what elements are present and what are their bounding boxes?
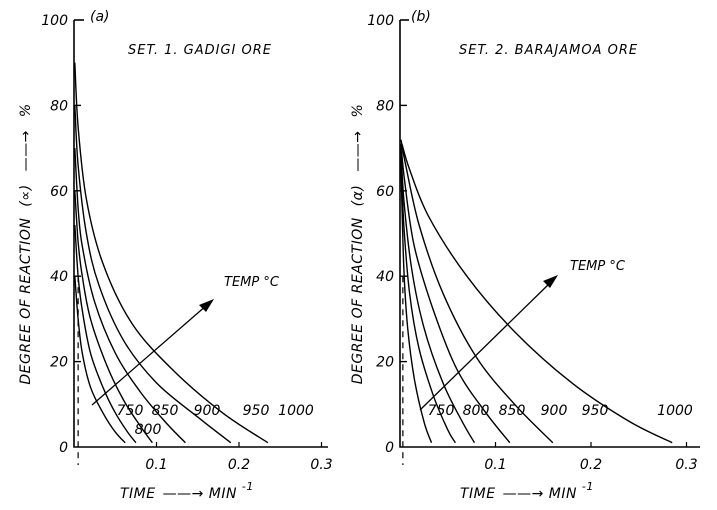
svg-text:TIME ——→ MIN: TIME ——→ MIN -1 — [120, 480, 254, 502]
panel-a: 0 20 40 60 80 100 0.1 0.2 0.3 750 800 850 900 950 10… — [41, 9, 332, 473]
y-tick-label: 20 — [376, 355, 394, 371]
series-label-900: 900 — [194, 403, 221, 419]
y-axis-symbol-b: (α) — [350, 185, 366, 207]
y-axis-unit-b: % — [350, 104, 366, 118]
y-tick-label: 60 — [50, 184, 68, 200]
x-tick-label: 0.2 — [228, 457, 250, 473]
y-axis-unit-a: % — [18, 103, 34, 117]
x-axis-unit-exponent-b: -1 — [582, 480, 594, 493]
curve-950 — [400, 139, 554, 444]
x-tick-label: 0.1 — [484, 457, 506, 473]
series-label-800: 800 — [135, 422, 162, 438]
panel-a-y-ticks: 0 20 40 60 80 100 — [41, 13, 81, 456]
curve-900 — [74, 148, 186, 444]
curve-800 — [74, 224, 137, 444]
curve-1000 — [74, 62, 269, 444]
y-tick-label: 40 — [376, 269, 394, 285]
series-label-850: 850 — [152, 403, 179, 419]
y-tick-label: 100 — [367, 13, 394, 29]
panel-a-temp-arrowhead — [199, 299, 214, 312]
svg-text:TIME ——→ MIN: TIME ——→ MIN -1 — [460, 480, 594, 502]
y-tick-label: 0 — [385, 440, 394, 456]
curve-800 — [400, 156, 456, 444]
y-axis-label-a: DEGREE OF REACTION — [18, 218, 34, 385]
panel-a-curves — [74, 62, 269, 444]
panel-b-label: (b) — [411, 9, 431, 25]
panel-b-temp-label: TEMP °C — [570, 259, 626, 274]
panel-b-axes — [399, 20, 700, 448]
x-tick-label: 0.3 — [675, 457, 697, 473]
y-tick-label: 80 — [50, 98, 68, 114]
curve-950 — [74, 105, 232, 444]
panel-a-label: (a) — [90, 9, 110, 25]
panel-b-title: SET. 2. BARAJAMOA ORE — [459, 43, 638, 58]
panel-a-axes — [73, 20, 328, 448]
y-tick-label: 100 — [41, 13, 68, 29]
series-label-950: 950 — [243, 403, 270, 419]
panel-a-x-ticks: 0.1 0.2 0.3 — [145, 442, 333, 473]
y-axis-label-b: DEGREE OF REACTION — [350, 217, 366, 384]
panel-b-x-ticks: 0.1 0.2 0.3 — [484, 442, 698, 473]
series-label-750: 750 — [117, 403, 144, 419]
panel-b-temp-arrow — [419, 281, 552, 411]
x-tick-label: 0.1 — [145, 457, 167, 473]
y-tick-label: 0 — [59, 440, 68, 456]
panel-b-x-axis-title: TIME ——→ MIN -1 — [460, 480, 594, 502]
svg-text:DEGREE OF REACTION (α): DEGREE OF REACTION (α) ——→ % — [350, 104, 366, 385]
x-axis-unit-a: MIN — [209, 486, 237, 502]
panel-a-title: SET. 1. GADIGI ORE — [128, 43, 272, 58]
curve-850 — [74, 190, 153, 444]
svg-text:DEGREE OF REACTION (∝): DEGREE OF REACTION (∝) ——→ % — [18, 103, 34, 384]
panel-b-curves — [400, 139, 673, 444]
panel-a-y-axis-title: DEGREE OF REACTION (∝) ——→ % — [18, 103, 34, 384]
panel-b: 0 20 40 60 80 100 0.1 0.2 0.3 750 800 850 900 950 10… — [367, 9, 700, 473]
series-label-1000: 1000 — [278, 403, 314, 419]
x-axis-unit-b: MIN — [549, 486, 577, 502]
panel-b-y-ticks: 0 20 40 60 80 100 — [367, 13, 407, 456]
panel-a-temp-arrow — [91, 304, 208, 406]
series-label-900: 900 — [541, 403, 568, 419]
series-label-750: 750 — [428, 403, 455, 419]
curve-750 — [74, 276, 126, 444]
x-axis-label-a: TIME — [120, 486, 156, 502]
y-axis-symbol-a: (∝) — [18, 184, 34, 206]
panel-a-x-axis-title: TIME ——→ MIN -1 — [120, 480, 254, 502]
x-axis-label-b: TIME — [460, 486, 496, 502]
y-tick-label: 60 — [376, 184, 394, 200]
series-label-950: 950 — [582, 403, 609, 419]
panel-a-temp-label: TEMP °C — [224, 275, 280, 290]
panel-b-series-labels: 750 800 850 900 950 1000 — [428, 403, 693, 419]
y-tick-label: 40 — [50, 269, 68, 285]
curve-900 — [400, 143, 511, 444]
curve-1000 — [401, 143, 673, 444]
x-tick-label: 0.3 — [310, 457, 332, 473]
y-tick-label: 80 — [376, 98, 394, 114]
series-label-1000: 1000 — [657, 403, 693, 419]
series-label-800: 800 — [463, 403, 490, 419]
series-label-850: 850 — [499, 403, 526, 419]
panel-b-temp-arrowhead — [543, 275, 558, 288]
panel-a-series-labels: 750 800 850 900 950 1000 — [117, 403, 314, 438]
curve-750 — [400, 165, 433, 443]
x-tick-label: 0.2 — [580, 457, 602, 473]
x-axis-unit-exponent-a: -1 — [242, 480, 254, 493]
panel-b-y-axis-title: DEGREE OF REACTION (α) ——→ % — [350, 104, 366, 385]
y-tick-label: 20 — [50, 355, 68, 371]
curve-850 — [400, 148, 476, 444]
